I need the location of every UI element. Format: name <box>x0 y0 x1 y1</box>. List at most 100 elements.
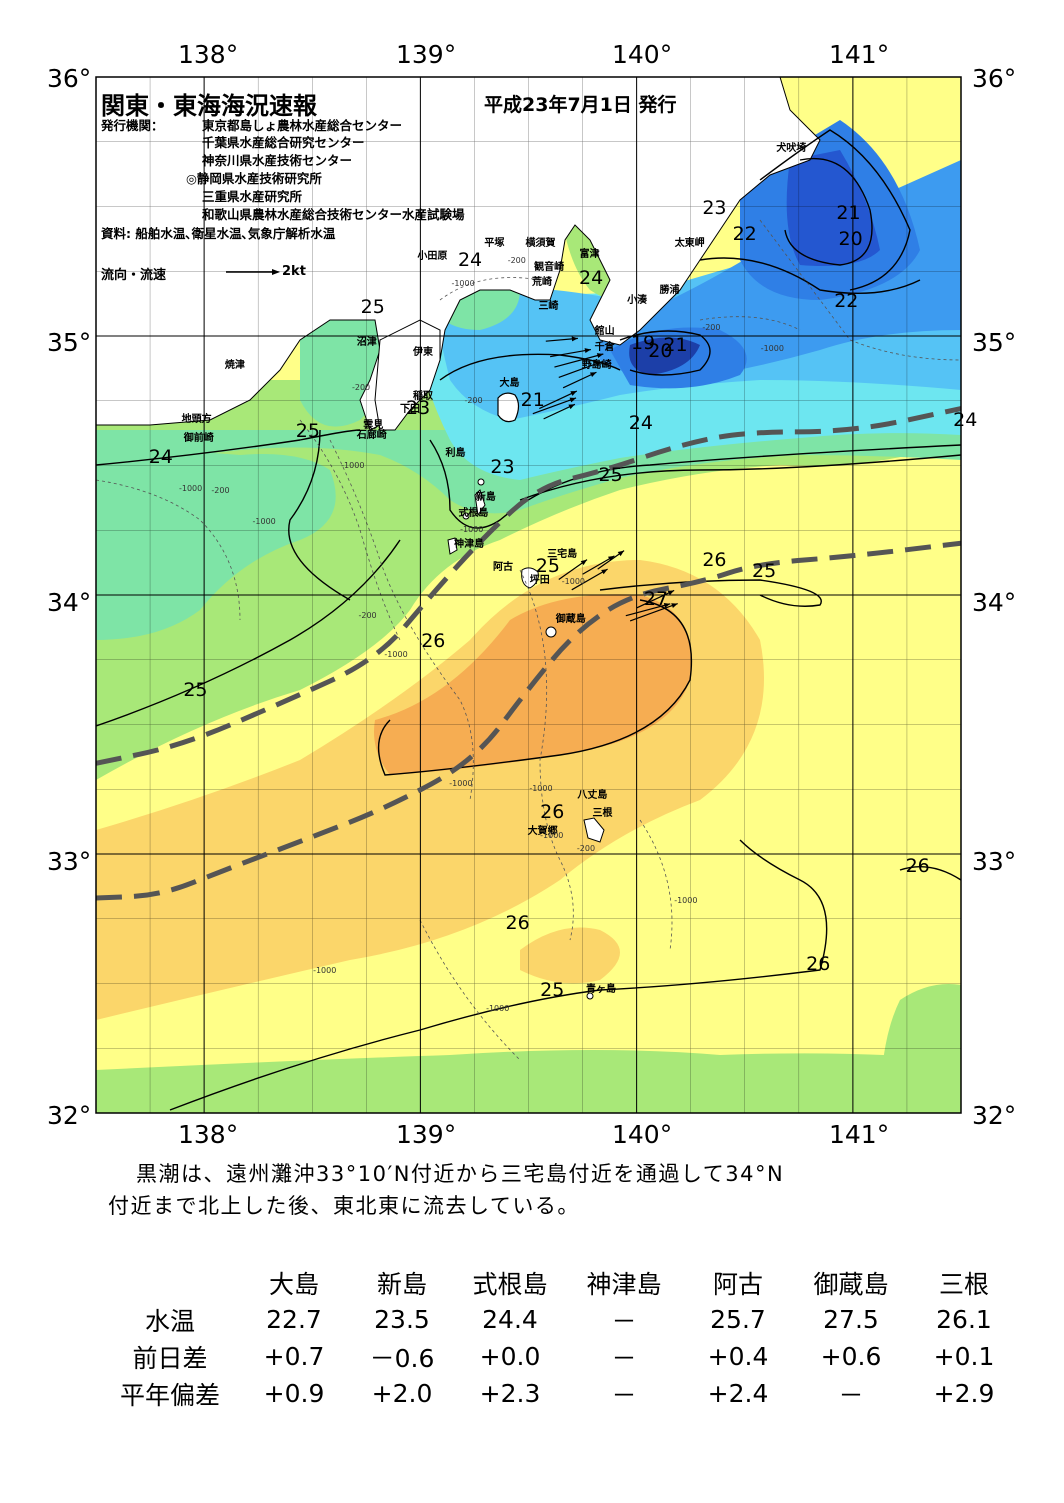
depth-label: -200 <box>358 610 377 620</box>
place-name: 太東岬 <box>674 238 705 250</box>
isotherm-label: 26 <box>540 800 565 823</box>
place-name: 沼津 <box>356 336 377 348</box>
summary-text: 黒潮は、遠州灘沖33°10′N付近から三宅島付近を通過して34°N 付近まで北上… <box>108 1158 784 1222</box>
island-oshima <box>497 392 520 423</box>
station-header: 神津島 <box>586 1269 662 1299</box>
map-frame <box>95 76 962 1114</box>
current-arrow <box>539 390 578 410</box>
lon-label-140-bottom: 140° <box>612 1120 673 1149</box>
table-cell: 23.5 <box>374 1305 430 1334</box>
isotherm-label: 20 <box>838 228 863 251</box>
depth-label: -1000 <box>760 343 784 353</box>
station-header: 新島 <box>376 1269 427 1299</box>
current-arrow <box>558 559 588 580</box>
table-corner <box>100 1264 240 1301</box>
depth-1000-f <box>759 219 961 361</box>
table-row: 前日差 +0.7 －0.6 +0.0 － +0.4 +0.6 +0.1 <box>100 1338 1018 1375</box>
place-name: 小湊 <box>627 295 648 307</box>
isotherm-label: 21 <box>520 388 545 411</box>
table-cell: +2.0 <box>371 1379 433 1408</box>
station-header: 阿古 <box>712 1269 763 1299</box>
depth-label: -1000 <box>451 279 475 289</box>
legend-scale: 2kt <box>282 264 306 279</box>
degree-grid <box>96 77 961 1113</box>
depth-label: -1000 <box>561 577 585 587</box>
lon-label-141-top: 141° <box>829 40 890 69</box>
place-name: 利島 <box>445 448 466 460</box>
publisher-1: 東京都島しょ農林水産総合センター <box>202 118 403 133</box>
place-name: 小田原 <box>417 251 448 263</box>
isotherm-label: 24 <box>457 248 483 271</box>
place-name: 富津 <box>579 248 600 260</box>
current-arrow-layer <box>532 336 678 622</box>
depth-1000-a <box>96 479 241 621</box>
island-mikurajima <box>545 626 557 638</box>
table-cell: 26.1 <box>936 1305 992 1334</box>
place-name: 三根 <box>592 808 613 820</box>
place-name: 犬吠埼 <box>776 142 807 154</box>
current-arrow <box>532 397 577 415</box>
depth-label: -1000 <box>384 649 408 659</box>
place-name: 地頭方 <box>181 414 212 426</box>
isotherm-label: 26 <box>421 629 446 652</box>
table-cell: +2.4 <box>707 1379 769 1408</box>
depth-label: -1000 <box>341 460 365 470</box>
isotherm-label: 25 <box>183 678 208 701</box>
depth-label: -200 <box>464 395 483 405</box>
place-name: 雲見 <box>363 419 384 431</box>
lat-label-36-left: 36° <box>47 64 92 93</box>
lat-label-33-right: 33° <box>972 847 1017 876</box>
isotherm-label: 23 <box>490 456 515 479</box>
depth-label: -1000 <box>449 779 473 789</box>
place-name: 大島 <box>499 378 520 390</box>
island-shikinejima <box>462 512 470 520</box>
legend-label: 流向・流速 <box>101 268 167 283</box>
depth-label: -1000 <box>674 895 698 905</box>
depth-1000-g <box>439 277 541 301</box>
isotherm-label: 20 <box>648 339 673 362</box>
depth-200-a <box>299 419 401 641</box>
isotherm-label: 26 <box>702 549 727 572</box>
isotherm-label: 24 <box>953 409 978 432</box>
place-name: 伊東 <box>413 347 434 359</box>
place-name: 千倉 <box>594 341 615 353</box>
publisher-2: 千葉県水産総合研究センター <box>202 135 365 150</box>
place-name: 三宅島 <box>547 549 578 561</box>
place-name: 館山 <box>594 326 615 338</box>
current-arrow <box>625 602 671 617</box>
current-arrow <box>554 353 604 368</box>
place-name: 大賀郷 <box>527 826 558 838</box>
lat-label-32-right: 32° <box>972 1101 1017 1130</box>
isotherm-27 <box>377 599 693 776</box>
lon-label-141-bottom: 141° <box>829 1120 890 1149</box>
publisher-5: 三重県水産研究所 <box>202 189 303 204</box>
depth-label: -200 <box>351 382 371 392</box>
isotherm-label: 19 <box>630 331 656 354</box>
current-arrow <box>571 568 608 591</box>
isotherm-label: 24 <box>628 412 653 435</box>
current-arrow <box>562 371 597 389</box>
sea-20-zone <box>786 150 880 266</box>
place-name: 荒崎 <box>531 277 552 289</box>
island-toshima <box>477 478 485 486</box>
isotherm-bay <box>619 330 711 376</box>
lat-label-34-right: 34° <box>972 588 1017 617</box>
current-arrow <box>543 403 576 420</box>
publisher-4: ◎静岡県水産技術研究所 <box>186 171 322 186</box>
place-name: 神津島 <box>454 538 485 550</box>
table-cell: +0.1 <box>933 1342 995 1371</box>
isotherm-25-east <box>519 454 961 501</box>
table-row: 平年偏差 +0.9 +2.0 +2.3 － +2.4 － +2.9 <box>100 1375 1018 1412</box>
table-cell: 22.7 <box>266 1305 322 1334</box>
isotherm-25-northwest <box>288 429 351 601</box>
isotherm-label: 25 <box>598 463 623 486</box>
station-header: 大島 <box>268 1269 319 1299</box>
page-title: 関東・東海海況速報 <box>101 92 317 120</box>
island-hachijojima <box>583 817 605 843</box>
isotherm-label: 25 <box>752 559 777 582</box>
observation-table: 大島 新島 式根島 神津島 阿古 御蔵島 三根 水温 22.7 23.5 24.… <box>100 1264 1018 1412</box>
depth-label: -1000 <box>529 784 553 794</box>
place-name: 焼津 <box>224 360 245 372</box>
isotherm-label: 25 <box>295 419 320 442</box>
place-name: 平塚 <box>484 238 505 250</box>
